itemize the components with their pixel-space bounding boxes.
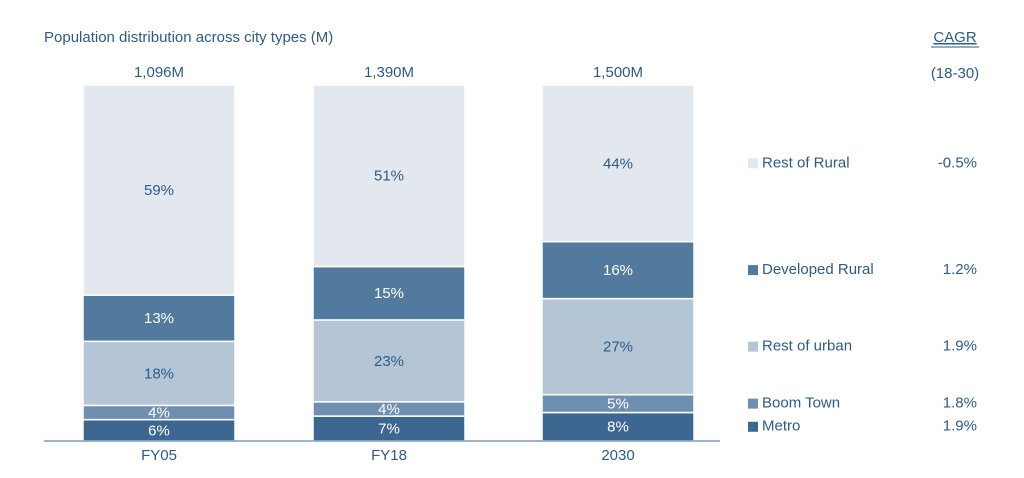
cagr-value: -0.5% [938,154,977,171]
value-label: 27% [603,339,633,356]
legend-label: Rest of Rural [762,154,850,171]
value-label: 16% [603,262,633,279]
value-label: 7% [378,421,400,438]
bar-segment [82,294,236,343]
total-label: 1,096M [134,64,184,81]
value-label: 13% [144,310,174,327]
legend-swatch [748,265,758,276]
side-header: CAGR [933,29,977,46]
bar-segment [312,319,466,403]
total-label: 1,500M [593,64,643,81]
x-tick-label: 2030 [601,447,634,464]
value-label: 23% [374,353,404,370]
bar-segment [312,84,466,268]
bar-segment [541,297,695,396]
legend-label: Developed Rural [762,261,874,278]
legend-label: Boom Town [762,395,840,412]
x-tick-label: FY05 [141,447,177,464]
x-tick-label: FY18 [371,447,407,464]
total-label: 1,390M [364,64,414,81]
legend-swatch [748,398,758,409]
legend-label: Rest of urban [762,338,852,355]
chart-title: Population distribution across city type… [44,29,333,46]
value-label: 18% [144,365,174,382]
value-label: 8% [607,419,629,436]
cagr-value: 1.8% [943,395,977,412]
cagr-value: 1.9% [943,418,977,435]
bar-segment [82,340,236,407]
value-label: 4% [378,401,400,418]
bar-segment [541,84,695,243]
bar-segment [312,265,466,321]
value-label: 44% [603,155,633,172]
legend-swatch [748,158,758,169]
value-label: 15% [374,285,404,302]
legend-swatch [748,421,758,432]
cagr-value: 1.2% [943,261,977,278]
value-label: 59% [144,182,174,199]
side-subheader: (18-30) [931,65,979,82]
legend-label: Metro [762,418,800,435]
value-label: 4% [148,404,170,421]
bar-segment [82,84,236,296]
value-label: 51% [374,168,404,185]
bar-segment [541,240,695,300]
value-label: 6% [148,422,170,439]
legend-swatch [748,341,758,352]
value-label: 5% [607,396,629,413]
cagr-value: 1.9% [943,338,977,355]
